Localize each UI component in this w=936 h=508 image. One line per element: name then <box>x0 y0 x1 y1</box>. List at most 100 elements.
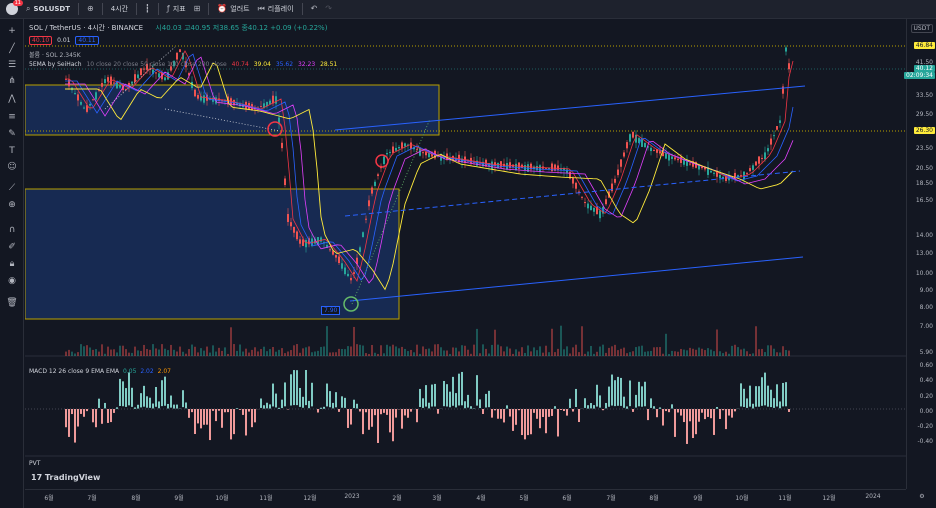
volume-bar <box>317 350 319 356</box>
macd-hist-bar <box>188 409 190 418</box>
emoji-icon[interactable]: ☺ <box>7 162 17 172</box>
buy-button[interactable]: 40.11 <box>75 36 99 45</box>
symbol-search-button[interactable]: ⌕ SOLUSDT <box>26 5 70 14</box>
volume-bar <box>551 328 553 356</box>
text-icon[interactable]: T <box>9 146 15 156</box>
ruler-icon[interactable]: ⟋ <box>8 183 16 193</box>
crosshair-icon[interactable]: + <box>8 26 16 36</box>
candle-body <box>641 139 643 147</box>
volume-bar <box>116 352 118 356</box>
candle-body <box>371 187 373 194</box>
volume-bar <box>608 347 610 356</box>
trash-icon[interactable]: 🗑︎ <box>6 298 18 308</box>
volume-bar <box>536 350 538 356</box>
volume-bar <box>704 350 706 356</box>
replay-button[interactable]: ⏮ 리플레이 <box>258 4 294 14</box>
candle-body <box>110 76 112 85</box>
candle-body <box>683 159 685 165</box>
eye-icon[interactable]: ◉ <box>8 276 16 286</box>
macd-hist-bar <box>350 409 352 425</box>
volume-bar <box>305 347 307 356</box>
brush-icon[interactable]: ✎ <box>8 129 16 139</box>
volume-bar <box>557 348 559 356</box>
sell-button[interactable]: 40.10 <box>29 36 53 45</box>
ema-legend[interactable]: 5EMA by SeiHach 10 close 20 close 50 clo… <box>29 61 337 68</box>
volume-bar <box>683 349 685 356</box>
macd-hist-bar <box>311 382 313 407</box>
candle-body <box>662 149 664 157</box>
candle-body <box>287 214 289 222</box>
pitchfork-icon[interactable]: ⋔ <box>8 76 16 86</box>
volume-bar <box>527 345 529 356</box>
tradingview-logo[interactable]: 17 TradingView <box>31 473 100 482</box>
volume-bar <box>479 353 481 356</box>
time-label: 10월 <box>735 495 749 502</box>
volume-legend[interactable]: 볼륨 · SOL 2.345K <box>29 52 81 59</box>
compare-button[interactable]: ⊕ <box>87 5 94 13</box>
candle-body <box>788 63 790 70</box>
candle-body <box>410 142 412 149</box>
stay-drawing-icon[interactable]: ✐ <box>8 242 16 252</box>
candle-body <box>146 63 148 70</box>
pvt-legend[interactable]: PVT <box>29 460 41 467</box>
volume-bar <box>425 349 427 356</box>
chart-type-button[interactable]: ┇ <box>145 5 150 13</box>
candle-body <box>113 82 115 84</box>
layouts-button[interactable]: ⊞ <box>194 5 201 13</box>
time-axis[interactable]: 6월 7월 8월 9월 10월 11월 12월 2023 2월 3월 4월 5월… <box>25 489 925 508</box>
volume-bar <box>335 352 337 356</box>
macd-hist-bar <box>551 409 553 416</box>
zoom-icon[interactable]: ⊕ <box>8 200 16 210</box>
macd-hist-bar <box>302 396 304 408</box>
price-axis[interactable]: USDT 46.84 41.50 40.12 02:09:34 33.50 29… <box>904 19 936 489</box>
volume-bar <box>776 352 778 356</box>
undo-button[interactable]: ↶ <box>311 5 318 13</box>
macd-hist-bar <box>719 409 721 419</box>
macd-hist-bar <box>104 402 106 409</box>
macd-hist-bar <box>701 409 703 413</box>
volume-bar <box>770 345 772 356</box>
volume-bar <box>110 349 112 356</box>
indicators-button[interactable]: ƒ 지표 <box>167 4 186 14</box>
macd-hist-bar <box>449 391 451 408</box>
candle-body <box>332 250 334 255</box>
volume-bar <box>644 351 646 356</box>
trendline-icon[interactable]: ╱ <box>9 44 15 54</box>
ema200-line <box>65 62 794 291</box>
candle-body <box>773 135 775 137</box>
volume-bar <box>179 346 181 356</box>
price-label: 14.00 <box>915 232 933 239</box>
redo-button[interactable]: ↷ <box>325 5 332 13</box>
horizontal-lines-icon[interactable]: ☰ <box>7 60 17 70</box>
interval-button[interactable]: 4시간 <box>111 4 128 14</box>
patterns-icon[interactable]: ⋀ <box>8 94 16 104</box>
currency-label[interactable]: USDT <box>910 24 933 33</box>
macd-hist-bar <box>608 386 610 407</box>
price-label: 18.50 <box>915 180 933 187</box>
candle-body <box>539 165 541 172</box>
macd-hist-bar <box>626 406 628 409</box>
lock-icon[interactable]: 🔒︎ <box>9 259 15 269</box>
alert-button[interactable]: ⏰ 얼러트 <box>217 4 249 14</box>
candle-body <box>263 103 265 108</box>
candle-body <box>428 152 430 158</box>
macd-hist-bar <box>137 404 139 409</box>
chart-area[interactable]: SOL / TetherUS · 4시간 · BINANCE 시40.03 고4… <box>25 19 906 489</box>
macd-hist-bar <box>527 409 529 436</box>
magnet-icon[interactable]: ∩ <box>8 225 16 235</box>
macd-legend[interactable]: MACD 12 26 close 9 EMA EMA 0.05 2.02 2.0… <box>29 368 171 375</box>
macd-hist-bar <box>317 409 319 413</box>
user-avatar[interactable]: 11 <box>6 0 23 15</box>
macd-hist-bar <box>65 409 67 428</box>
macd-hist-bar <box>725 409 727 430</box>
candle-body <box>650 147 652 152</box>
chart-canvas[interactable] <box>25 19 906 489</box>
fib-icon[interactable]: ≡ <box>8 112 16 122</box>
macd-hist-bar <box>161 380 163 407</box>
macd-label: MACD 12 26 close 9 EMA EMA <box>29 368 120 375</box>
macd-hist-bar <box>158 401 160 409</box>
symbol-legend[interactable]: SOL / TetherUS · 4시간 · BINANCE 시40.03 고4… <box>29 23 327 33</box>
settings-gear-icon[interactable]: ⚙ <box>919 493 925 500</box>
interval-label: 4시간 <box>110 5 129 13</box>
candle-body <box>758 156 760 164</box>
